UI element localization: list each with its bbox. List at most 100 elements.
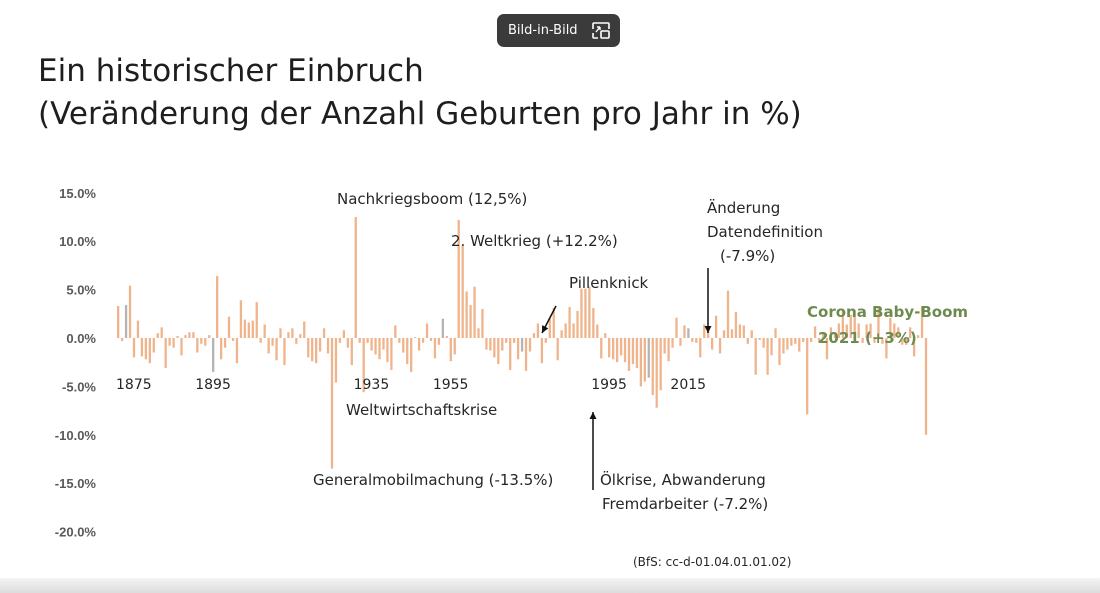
bar <box>532 333 536 338</box>
bar <box>239 300 243 338</box>
bar <box>342 330 346 338</box>
bar <box>465 291 468 338</box>
bar <box>623 338 627 363</box>
bar <box>750 330 753 338</box>
annotation-pillenknick: Pillenknick <box>569 274 649 292</box>
bar <box>362 338 365 393</box>
bar <box>734 311 738 338</box>
bar <box>671 338 674 348</box>
bar <box>520 338 524 352</box>
bar <box>247 322 250 338</box>
annotation-weltwirtschaftskrise: Weltwirtschaftskrise <box>346 401 497 419</box>
bar <box>501 338 504 351</box>
bar <box>315 338 318 364</box>
pip-button-label: Bild-in-Bild <box>508 23 578 38</box>
bar <box>600 338 603 359</box>
bar <box>449 338 452 362</box>
bar <box>782 338 785 354</box>
bar <box>857 323 860 338</box>
annotations: Nachkriegsboom (12,5%) 2. Weltkrieg (+12… <box>313 190 968 513</box>
bar <box>136 320 140 338</box>
bar <box>762 338 765 348</box>
bar <box>231 338 235 341</box>
bar <box>243 319 247 338</box>
bar <box>192 332 195 338</box>
bar <box>596 324 599 338</box>
picture-in-picture-button[interactable]: Bild-in-Bild <box>497 14 620 47</box>
bar <box>580 288 583 338</box>
bar <box>615 338 619 363</box>
bar <box>437 338 441 345</box>
bar <box>322 328 326 338</box>
bar <box>303 321 306 338</box>
annotation-oelkrise: Ölkrise, Abwanderung <box>600 470 766 489</box>
bar <box>120 338 124 341</box>
bar <box>117 306 120 338</box>
bar <box>683 325 686 338</box>
bar <box>909 327 912 338</box>
bar <box>421 338 425 343</box>
bar <box>699 338 702 358</box>
bar <box>742 325 745 338</box>
y-tick-label: -5.0% <box>62 379 96 394</box>
bar <box>429 338 433 341</box>
bar <box>556 338 559 361</box>
bar <box>754 338 757 375</box>
arrow-head <box>704 326 712 333</box>
bar <box>746 338 749 344</box>
bar <box>619 338 623 356</box>
bar <box>350 338 353 366</box>
bar <box>916 335 920 338</box>
bar <box>223 338 227 348</box>
bar <box>568 307 571 338</box>
bar <box>477 328 480 338</box>
bar <box>885 338 888 359</box>
x-tick-label: 1995 <box>591 377 627 393</box>
bar <box>837 323 841 338</box>
bar <box>358 338 361 343</box>
annotation-fremdarbeiter: Fremdarbeiter (-7.2%) <box>602 495 768 513</box>
bar <box>714 315 718 338</box>
bar <box>893 323 896 338</box>
bar <box>770 338 773 356</box>
bar <box>667 338 670 362</box>
bar <box>188 332 191 338</box>
bar <box>516 338 520 360</box>
bar <box>354 217 357 338</box>
bar <box>283 338 286 366</box>
bar <box>524 338 528 371</box>
bar <box>219 338 223 360</box>
annotation-aenderung: Änderung <box>707 198 780 217</box>
bar <box>869 323 872 338</box>
bar <box>505 338 508 343</box>
bar <box>208 335 211 338</box>
bar <box>655 338 658 408</box>
bar <box>378 338 381 360</box>
annotation-datendefinition-value: (-7.9%) <box>720 247 775 265</box>
bar <box>140 338 144 357</box>
bar <box>786 338 789 350</box>
bar <box>485 338 488 350</box>
bar <box>144 338 148 360</box>
bar <box>318 338 322 352</box>
annotation-corona-baby-boom: Corona Baby-Boom <box>807 303 968 321</box>
bar <box>861 338 864 343</box>
bar <box>604 333 607 338</box>
bar <box>457 219 460 338</box>
bar <box>651 338 654 396</box>
bar <box>374 338 377 355</box>
bar <box>299 334 302 338</box>
bar <box>382 338 385 350</box>
bar <box>778 338 781 366</box>
bar <box>612 338 615 360</box>
bar <box>128 285 132 338</box>
bar <box>156 333 159 338</box>
bar <box>548 318 551 338</box>
bar <box>184 335 187 338</box>
x-tick-label: 2015 <box>670 377 706 393</box>
y-tick-label: 5.0% <box>66 283 96 298</box>
y-tick-label: 0.0% <box>66 331 96 346</box>
bar <box>469 305 472 338</box>
bar <box>509 338 512 370</box>
bar <box>924 338 928 435</box>
